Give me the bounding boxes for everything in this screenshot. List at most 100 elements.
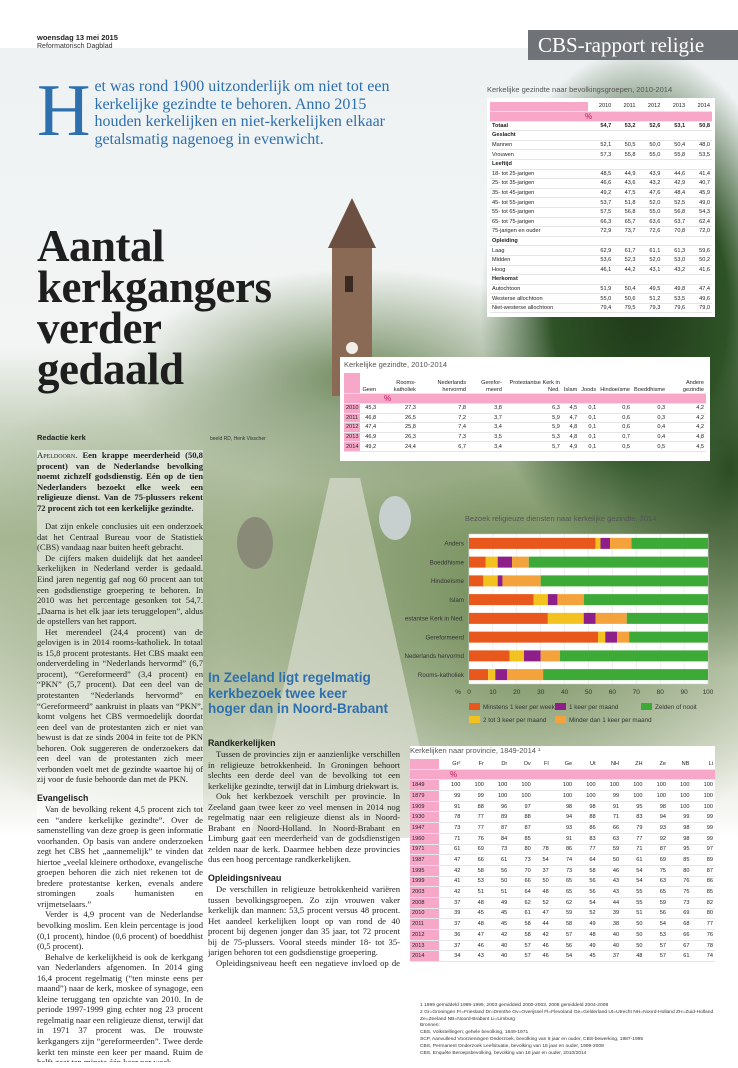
table-cell: 79,5	[613, 303, 638, 314]
table-cell: 52,0	[637, 255, 663, 266]
table-cell: 99	[667, 811, 692, 824]
row-label: 2011	[410, 918, 439, 930]
table-cell: 44	[532, 918, 551, 930]
table-cell: 100	[462, 779, 486, 792]
table-cell: 52,0	[637, 197, 663, 208]
table-cell: 78	[438, 811, 463, 824]
table-cell: 4,7	[561, 413, 580, 424]
bar-segment	[629, 631, 708, 643]
table-cell: 53,5	[687, 149, 712, 160]
table-row: Midden 53,6 52,3 52,0 53,0 50,2	[490, 255, 712, 266]
bar-segment	[485, 556, 498, 568]
table-row: 1947 73 77 87 87 93 86 66 79 93 98 99	[410, 822, 715, 834]
bar-segment	[483, 575, 498, 587]
table-cell: 43	[597, 876, 622, 888]
table-cell: 89	[485, 811, 510, 824]
table-cell: 57	[509, 940, 533, 952]
table-cell: 48,0	[687, 140, 712, 151]
row-label: 1930	[410, 811, 439, 824]
table-cell: 62	[509, 897, 533, 909]
row-label: 2014	[344, 441, 361, 452]
headline: Aantal kerkgangers verder gedaald	[37, 221, 272, 394]
table-cell: 54	[644, 918, 668, 930]
table-cell: 58	[550, 918, 575, 930]
table-cell: 3,5	[468, 432, 504, 443]
table-cell: 100	[550, 779, 575, 792]
x-tick-label: 50	[585, 689, 593, 696]
table-row: 1909 91 88 96 97 98 98 91 95 98 100 100	[410, 801, 715, 813]
row-label: Hoog	[490, 265, 589, 276]
column-header: 2013	[662, 102, 688, 112]
table-cell: 46	[462, 940, 486, 952]
table-row: 2008 37 48 49 62 52 62 54 44 55 59 73 82	[410, 897, 715, 909]
table-cell: 48	[574, 929, 598, 941]
y-tick-label: Nederlands hervormd	[405, 653, 465, 660]
bar-segment	[617, 631, 630, 643]
intro-text: et was rond 1900 uitzonderlijk om niet t…	[94, 78, 390, 148]
legend-label: 1 keer per maand	[569, 704, 619, 711]
unit-row: %	[410, 769, 715, 781]
x-tick-label: 30	[537, 689, 545, 696]
row-spacer	[588, 159, 712, 170]
table-cell: 99	[462, 790, 486, 802]
table-cell: 100	[667, 801, 692, 813]
table-cell: 57	[644, 950, 668, 963]
table-cell: 50,5	[613, 140, 638, 151]
row-label: 45- tot 55-jarigen	[490, 197, 589, 208]
bar-segment	[540, 650, 560, 662]
table-cell: 50	[621, 940, 645, 952]
table-cell: 47	[462, 929, 486, 941]
table-cell: 5,9	[503, 413, 562, 424]
header-row: Gr² Fr Dr Ov Fl Ge Ut NH ZH Ze NB Li	[410, 759, 715, 770]
table-cell: 57,5	[588, 207, 614, 218]
table-cell: 47	[532, 908, 551, 920]
paragraph: Tussen de provincies zijn er aanzienlijk…	[208, 749, 400, 791]
x-tick-label: 40	[561, 689, 569, 696]
table-cell: 71	[597, 811, 622, 824]
table-cell: 42	[438, 865, 463, 877]
footnote: 2 Gr=Groningen Fr=Friesland Dr=Drenthe O…	[420, 1009, 714, 1022]
table-cell: 40,7	[687, 178, 712, 189]
table-cell: 55	[621, 897, 645, 909]
table-cell: 53,0	[662, 255, 688, 266]
table-cell: 66	[667, 929, 692, 941]
table-cell: 54,7	[588, 121, 614, 132]
table-cell: 73	[438, 822, 463, 834]
table-cell: 100	[597, 779, 622, 792]
x-tick-label: 10	[489, 689, 497, 696]
table-cell	[532, 822, 551, 834]
table-cell	[532, 833, 551, 845]
row-label: Midden	[490, 255, 589, 266]
table-cell: 80	[691, 908, 715, 920]
table-cell: 47,4	[687, 284, 712, 295]
table-cell: 56	[550, 940, 575, 952]
legend-swatch	[555, 716, 566, 723]
table-cell: 57,3	[588, 149, 614, 160]
table-cell: 49,6	[687, 293, 712, 304]
table-cell: 74	[691, 950, 715, 963]
row-label: Herkomst	[490, 274, 589, 285]
table-cell: 3,4	[468, 422, 504, 433]
bar-segment	[488, 669, 496, 681]
paragraph: Opleidingsniveau heeft een negatieve inv…	[216, 957, 400, 968]
table-cell: 97	[509, 801, 533, 813]
row-label: 1987	[410, 854, 439, 866]
table-cell: 46,9	[360, 432, 379, 443]
table-cell: 53	[462, 876, 486, 888]
table-title: Kerkelijken naar provincie, 1849-2014 ¹	[410, 746, 541, 755]
table-cell: 91	[550, 833, 575, 845]
table-cell: 4,2	[667, 403, 706, 414]
table-cell: 49,5	[637, 284, 663, 295]
table-row: 1971 61 69 73 80 78 86 77 59 71 87 95 97	[410, 844, 715, 856]
table-cell: 83	[574, 833, 598, 845]
table-cell: 73	[667, 897, 692, 909]
paragraph: Van de bevolking rekent 4,5 procent zich…	[37, 803, 203, 909]
table-cell: 49	[485, 897, 510, 909]
table-cell: 93	[550, 822, 575, 834]
footnote: 1 1999 gemiddeld 1998-1999, 2003 gemidde…	[420, 1003, 609, 1008]
table-cell: 61	[509, 908, 533, 920]
table-cell: 72,6	[637, 226, 663, 237]
table-cell: 48	[462, 897, 486, 909]
table-row: 45- tot 55-jarigen 53,7 51,8 52,0 52,5 49,0	[490, 197, 712, 208]
table-row: 65- tot 75-jarigen 66,3 65,7 63,6 63,7 62,4	[490, 217, 712, 228]
